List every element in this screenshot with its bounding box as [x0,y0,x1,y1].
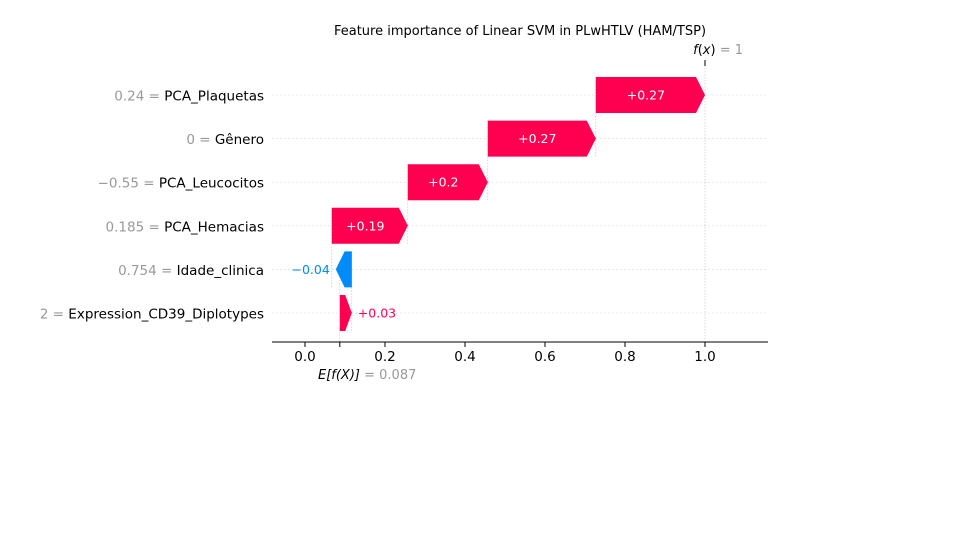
x-tick-label: 0.2 [374,349,395,365]
bar-contribution-label: +0.27 [518,131,556,146]
feature-name: Idade_clinica [177,263,264,279]
bar-idade-clinica [335,251,352,288]
feature-name: PCA_Leucocitos [159,176,264,192]
bar-pca-plaquetas [595,77,705,113]
feature-label: −0.55 = PCA_Leucocitos [98,176,264,192]
bar-contribution-label: +0.19 [346,218,384,233]
feature-value: 0.754 = [118,263,177,279]
bar-contribution-label: +0.2 [428,175,458,190]
feature-label: 0 = Gênero [186,132,264,148]
bar-g-nero [487,120,596,157]
feature-name: Gênero [215,132,264,148]
feature-name: Expression_CD39_Diplotypes [68,307,264,323]
x-tick-label: 0.8 [614,349,635,365]
feature-value: −0.55 = [98,176,159,192]
bar-contribution-label: −0.04 [291,262,329,277]
x-tick-label: 1.0 [694,349,715,365]
bar-contribution-label: +0.27 [627,88,665,103]
x-tick-label: 0.6 [534,349,555,365]
x-tick-label: 0.4 [454,349,475,365]
feature-labels: 0.24 = PCA_Plaquetas 0 = Gênero −0.55 = PC… [40,89,264,323]
x-axis: 0.0 0.2 0.4 0.6 0.8 1.0 [272,341,768,365]
chart-title: Feature importance of Linear SVM in PLwH… [334,24,706,39]
x-tick-label: 0.0 [294,349,315,365]
bar-contribution-label: +0.03 [358,306,396,321]
feature-value: 0.24 = [114,89,164,105]
output-value-label: f(x) = 1 [693,43,743,58]
feature-label: 0.24 = PCA_Plaquetas [114,89,264,105]
feature-value: 0.185 = [106,219,165,235]
feature-value: 2 = [40,307,68,323]
bar-pca-hemacias [331,207,408,244]
feature-name: PCA_Hemacias [164,219,264,235]
feature-value: 0 = [186,132,214,148]
base-value-label: E[f(X)] = 0.087 [318,368,416,383]
feature-label: 0.754 = Idade_clinica [118,263,264,279]
contribution-bars: +0.27 +0.27 +0.2 +0.19 −0.04 +0.03 [291,77,705,331]
feature-label: 0.185 = PCA_Hemacias [106,219,264,235]
expectation-annotations: f(x) = 1 E[f(X)] = 0.087 [318,43,743,383]
feature-name: PCA_Plaquetas [164,89,264,105]
bar-pca-leucocitos [407,164,488,201]
bar-expression-cd39-diplotypes [339,295,352,331]
feature-label: 2 = Expression_CD39_Diplotypes [40,307,264,323]
